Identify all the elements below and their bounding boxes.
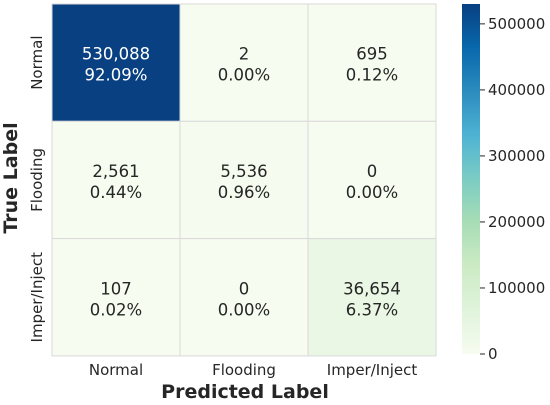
cell-count-label: 0 bbox=[239, 279, 250, 298]
heatmap-cell bbox=[51, 238, 181, 357]
heatmap-cell bbox=[307, 120, 437, 240]
cell-percent-label: 0.96% bbox=[218, 183, 270, 202]
cell-percent-label: 6.37% bbox=[346, 300, 398, 319]
y-tick-label: Imper/Inject bbox=[28, 252, 46, 343]
cell-percent-label: 0.02% bbox=[90, 300, 142, 319]
cell-count-label: 5,536 bbox=[220, 162, 267, 181]
heatmap-cell bbox=[307, 3, 437, 122]
cell-percent-label: 0.00% bbox=[218, 300, 270, 319]
x-axis-title: Predicted Label bbox=[161, 381, 329, 403]
colorbar-tick-label: 300000 bbox=[488, 147, 545, 165]
x-tick-label: Normal bbox=[89, 361, 143, 379]
heatmap-cell bbox=[51, 120, 181, 240]
cell-annotations: 530,088 92.09% 2 0.00% 695 0.12% 2,561 0.44% 5,5… bbox=[82, 45, 401, 320]
colorbar-tick-label: 0 bbox=[488, 345, 498, 363]
heatmap-cell bbox=[179, 120, 309, 240]
cell-percent-label: 0.00% bbox=[346, 183, 398, 202]
cell-count-label: 2,561 bbox=[92, 162, 139, 181]
x-tick-labels: Normal Flooding Imper/Inject bbox=[89, 361, 417, 379]
heatmap-cell bbox=[51, 3, 181, 122]
x-tick-label: Flooding bbox=[212, 361, 276, 379]
heatmap-cell bbox=[307, 238, 437, 357]
cell-count-label: 695 bbox=[356, 45, 388, 64]
y-tick-label: Flooding bbox=[28, 148, 46, 212]
heatmap-cells bbox=[51, 3, 437, 357]
y-tick-labels: Normal Flooding Imper/Inject bbox=[28, 36, 46, 343]
cell-percent-label: 92.09% bbox=[85, 66, 148, 85]
heatmap-cell bbox=[179, 3, 309, 122]
x-tick-label: Imper/Inject bbox=[327, 361, 418, 379]
cell-percent-label: 0.00% bbox=[218, 66, 270, 85]
cell-count-label: 0 bbox=[367, 162, 378, 181]
colorbar-tick-labels: 0 100000 200000 300000 400000 500000 bbox=[480, 15, 545, 363]
colorbar-tick-label: 200000 bbox=[488, 213, 545, 231]
cell-count-label: 2 bbox=[239, 45, 250, 64]
cell-percent-label: 0.44% bbox=[90, 183, 142, 202]
colorbar-tick-label: 400000 bbox=[488, 81, 545, 99]
cell-count-label: 36,654 bbox=[343, 279, 401, 298]
cell-count-label: 107 bbox=[100, 279, 132, 298]
colorbar-tick-label: 500000 bbox=[488, 15, 545, 33]
y-tick-label: Normal bbox=[28, 36, 46, 90]
colorbar-tick-label: 100000 bbox=[488, 279, 545, 297]
y-axis-title: True Label bbox=[0, 122, 22, 233]
cell-percent-label: 0.12% bbox=[346, 66, 398, 85]
colorbar bbox=[462, 4, 480, 354]
heatmap-cell bbox=[179, 238, 309, 357]
cell-count-label: 530,088 bbox=[82, 45, 150, 64]
